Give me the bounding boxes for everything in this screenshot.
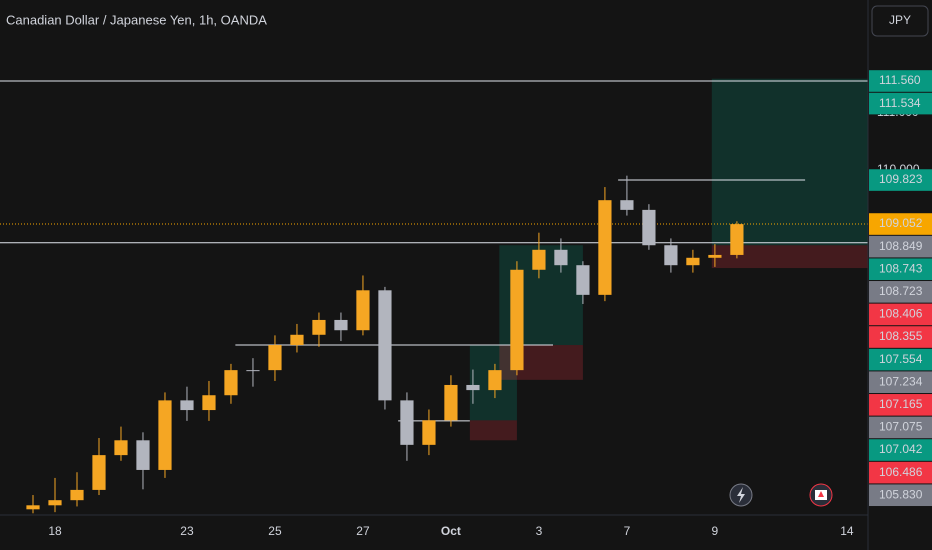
candle-body <box>356 290 370 331</box>
chart-title: Canadian Dollar / Japanese Yen, 1h, OAND… <box>6 12 267 27</box>
candle-body <box>180 400 194 411</box>
candle-body <box>510 269 524 371</box>
candle-body <box>290 334 304 346</box>
axis-labels: 111.000110.00018232527Oct37914111.560111… <box>48 70 932 538</box>
candle-body <box>202 395 216 411</box>
x-tick-label: 27 <box>356 524 370 538</box>
candle-body <box>664 245 678 266</box>
candle-body <box>246 370 260 372</box>
price-label: 107.165 <box>879 397 923 411</box>
price-label: 108.406 <box>879 307 923 321</box>
price-label: 107.234 <box>879 374 923 388</box>
candle-body <box>400 400 414 445</box>
price-label: 109.052 <box>879 216 923 230</box>
candle-body <box>576 265 590 295</box>
lightning-glyph <box>737 487 745 503</box>
x-tick-label: 25 <box>268 524 282 538</box>
price-label-box <box>869 371 932 394</box>
price-label-box <box>869 169 932 191</box>
x-tick-label: 18 <box>48 524 62 538</box>
candle-body <box>224 370 238 396</box>
price-label: 107.042 <box>879 442 923 456</box>
candle-body <box>312 319 326 335</box>
candle-body <box>26 505 40 510</box>
candle-body <box>422 420 436 445</box>
price-label-box <box>869 439 932 461</box>
price-label-box <box>869 484 932 507</box>
price-label: 108.355 <box>879 329 923 343</box>
candle-body <box>642 209 656 246</box>
candle-body <box>620 200 634 210</box>
price-label-box <box>869 258 932 281</box>
price-label: 109.823 <box>879 172 923 186</box>
price-label: 107.075 <box>879 420 923 434</box>
price-label: 107.554 <box>879 352 923 366</box>
x-tick-label: 7 <box>624 524 631 538</box>
candle-body <box>466 384 480 391</box>
flag-leaf <box>818 491 824 497</box>
x-tick-label: Oct <box>441 524 461 538</box>
price-label-box <box>869 348 932 371</box>
candle-body <box>444 384 458 421</box>
plot-area <box>0 78 868 514</box>
x-tick-label: 14 <box>840 524 854 538</box>
candle-body <box>268 345 282 371</box>
price-label-box <box>869 416 932 439</box>
price-label: 111.534 <box>879 96 921 110</box>
price-label: 108.743 <box>879 261 923 275</box>
price-label-box <box>869 70 932 92</box>
candle-body <box>488 370 502 391</box>
candle-body <box>730 224 744 255</box>
candle-body <box>70 489 84 501</box>
price-label-box <box>869 235 932 258</box>
price-label-box <box>869 213 932 235</box>
price-label-box <box>869 303 932 326</box>
price-label: 105.830 <box>879 487 923 501</box>
price-label-box <box>869 281 932 303</box>
price-label: 108.723 <box>879 284 923 298</box>
candle-body <box>48 500 62 506</box>
candle-body <box>334 319 348 331</box>
currency-button[interactable] <box>871 5 929 37</box>
currency-label[interactable]: JPY <box>889 13 911 27</box>
candle-body <box>708 254 722 258</box>
x-tick-label: 3 <box>536 524 543 538</box>
price-label: 108.849 <box>879 239 923 253</box>
candle-body <box>136 440 150 470</box>
target-zone <box>711 78 868 246</box>
stop-zone <box>711 245 868 269</box>
candle-body <box>598 200 612 295</box>
candle-body <box>92 455 106 490</box>
price-label: 111.560 <box>879 73 921 87</box>
x-tick-label: 9 <box>712 524 719 538</box>
candle-body <box>532 249 546 270</box>
candle-body <box>114 440 128 456</box>
x-tick-label: 23 <box>180 524 194 538</box>
price-label-box <box>869 326 932 348</box>
stop-zone <box>469 420 517 441</box>
candle-body <box>158 400 172 470</box>
price-label-box <box>869 461 932 484</box>
price-label-box <box>869 394 932 416</box>
candle-body <box>378 290 392 401</box>
candle-body <box>686 257 700 266</box>
price-label-box <box>869 92 932 115</box>
price-label: 106.486 <box>879 465 923 479</box>
candle-body <box>554 249 568 266</box>
